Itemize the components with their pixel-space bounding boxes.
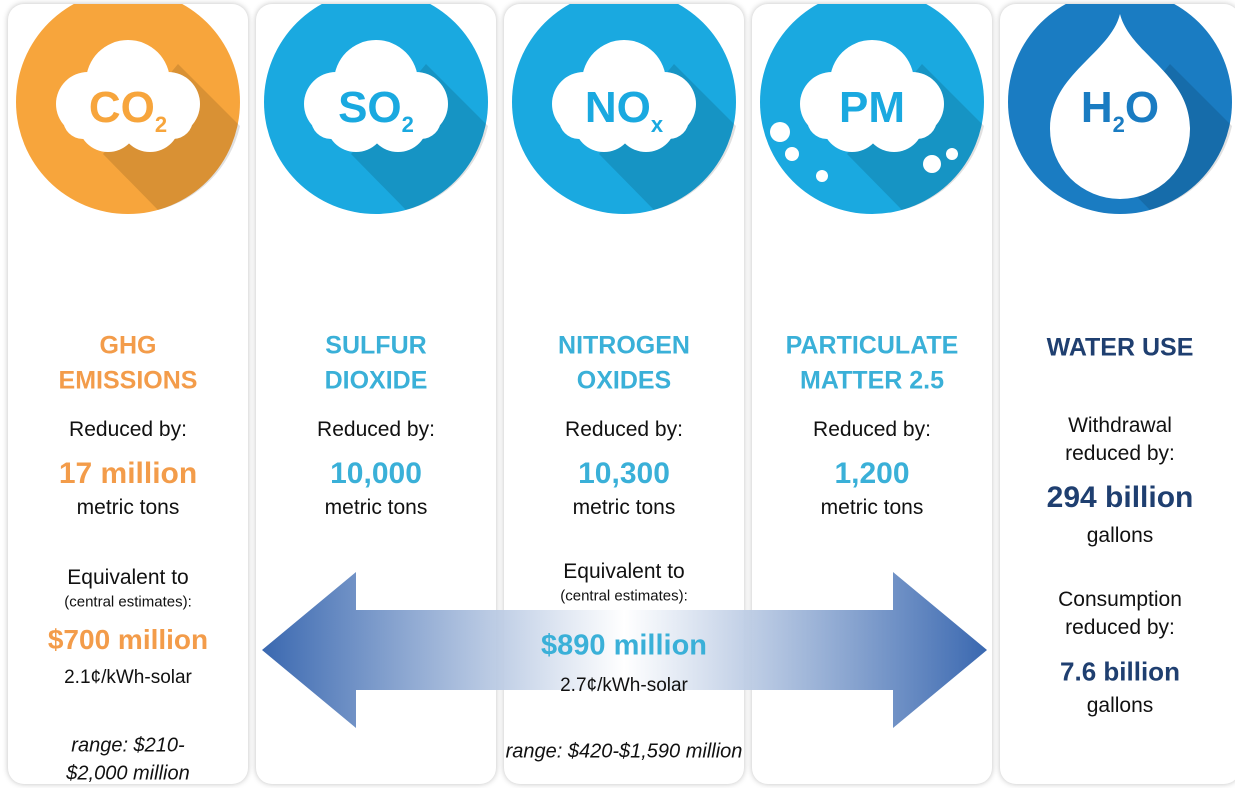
- column-title: DIOXIDE: [324, 366, 428, 395]
- cloud-part: [807, 99, 937, 139]
- icon-text: CO: [89, 83, 155, 132]
- cloud-part: [311, 99, 441, 139]
- column-title: GHG: [99, 331, 157, 360]
- column-title: PARTICULATE: [785, 331, 959, 360]
- bubble: [770, 122, 790, 142]
- icon-subscript: 2: [155, 112, 167, 137]
- icon-text: H: [1081, 83, 1113, 132]
- reduced-amount: 10,000: [330, 457, 422, 490]
- droplet: [1050, 14, 1190, 199]
- icon: NOx: [512, 4, 736, 214]
- icon: PM: [760, 4, 984, 214]
- cloud: [56, 40, 200, 152]
- unit: gallons: [1086, 524, 1154, 547]
- reduced-amount: 1,200: [834, 457, 910, 490]
- column-title: EMISSIONS: [58, 366, 198, 395]
- range: $2,000 million: [66, 762, 190, 785]
- icon-text: NO: [585, 83, 651, 132]
- bubble: [785, 147, 799, 161]
- icon-subscript: 2: [402, 112, 414, 137]
- unit: metric tons: [572, 496, 676, 519]
- per-kwh: 2.1¢/kWh-solar: [64, 667, 192, 688]
- icon-label: NOx: [585, 83, 664, 137]
- unit: metric tons: [820, 496, 924, 519]
- icon: H2O: [1008, 4, 1232, 214]
- icon-label: H2O: [1081, 83, 1159, 137]
- icon-text: SO: [338, 83, 402, 132]
- icon-subscript: 2: [1113, 112, 1125, 137]
- column-card: PM PARTICULATE MATTER 2.5 Reduced by: 1,200 m…: [752, 4, 992, 784]
- equivalent-value: $700 million: [47, 624, 209, 655]
- note: (central estimates):: [64, 593, 192, 611]
- icon-label: CO2: [89, 83, 167, 137]
- reduced-amount: 294 billion: [1046, 481, 1194, 514]
- icon-label: SO2: [338, 83, 414, 137]
- column-title: SULFUR: [325, 331, 427, 360]
- reduced-label: Reduced by:: [317, 418, 435, 441]
- icon-label: PM: [839, 83, 905, 132]
- reduced-amount: 10,300: [578, 457, 670, 490]
- icon-text: O: [1125, 83, 1159, 132]
- reduced-label: Reduced by:: [69, 418, 187, 441]
- cloud-part: [559, 99, 689, 139]
- unit: metric tons: [76, 496, 180, 519]
- column-card: CO2 GHG EMISSIONS Reduced by: 17 million metr…: [8, 4, 248, 784]
- equivalent-label: Equivalent to: [67, 566, 189, 589]
- unit: gallons: [1086, 694, 1154, 717]
- icon: SO2: [264, 4, 488, 214]
- reduced-amount: 17 million: [58, 457, 198, 490]
- reduced-label: Withdrawal: [1068, 414, 1172, 437]
- cloud: [304, 40, 448, 152]
- bubble: [946, 148, 958, 160]
- column-title: MATTER 2.5: [800, 366, 944, 395]
- column-title: OXIDES: [576, 366, 672, 395]
- reduced-label: Reduced by:: [565, 418, 683, 441]
- bubble: [816, 170, 828, 182]
- reduced-amount: 7.6 billion: [1060, 656, 1180, 687]
- cloud-part: [63, 99, 193, 139]
- column-card: SO2 SULFUR DIOXIDE Reduced by: 10,000 metric …: [256, 4, 496, 784]
- range: range: $210-: [71, 734, 185, 757]
- icon: CO2: [16, 4, 240, 214]
- column-card: NOx NITROGEN OXIDES Reduced by: 10,300 metric…: [504, 4, 744, 784]
- column-card: H2O WATER USE Withdrawal reduced by: 294 bil…: [1000, 4, 1235, 784]
- reduced-label: reduced by:: [1065, 442, 1175, 465]
- column-title: WATER USE: [1046, 333, 1194, 362]
- column-title: NITROGEN: [558, 331, 690, 360]
- bubble: [923, 155, 941, 173]
- icon-subscript: x: [651, 112, 664, 137]
- icon-text: PM: [839, 83, 905, 132]
- unit: metric tons: [324, 496, 428, 519]
- reduced-label: reduced by:: [1065, 616, 1175, 639]
- reduced-label: Consumption: [1058, 588, 1182, 611]
- reduced-label: Reduced by:: [813, 418, 931, 441]
- cloud: [770, 40, 958, 182]
- cloud: [552, 40, 696, 152]
